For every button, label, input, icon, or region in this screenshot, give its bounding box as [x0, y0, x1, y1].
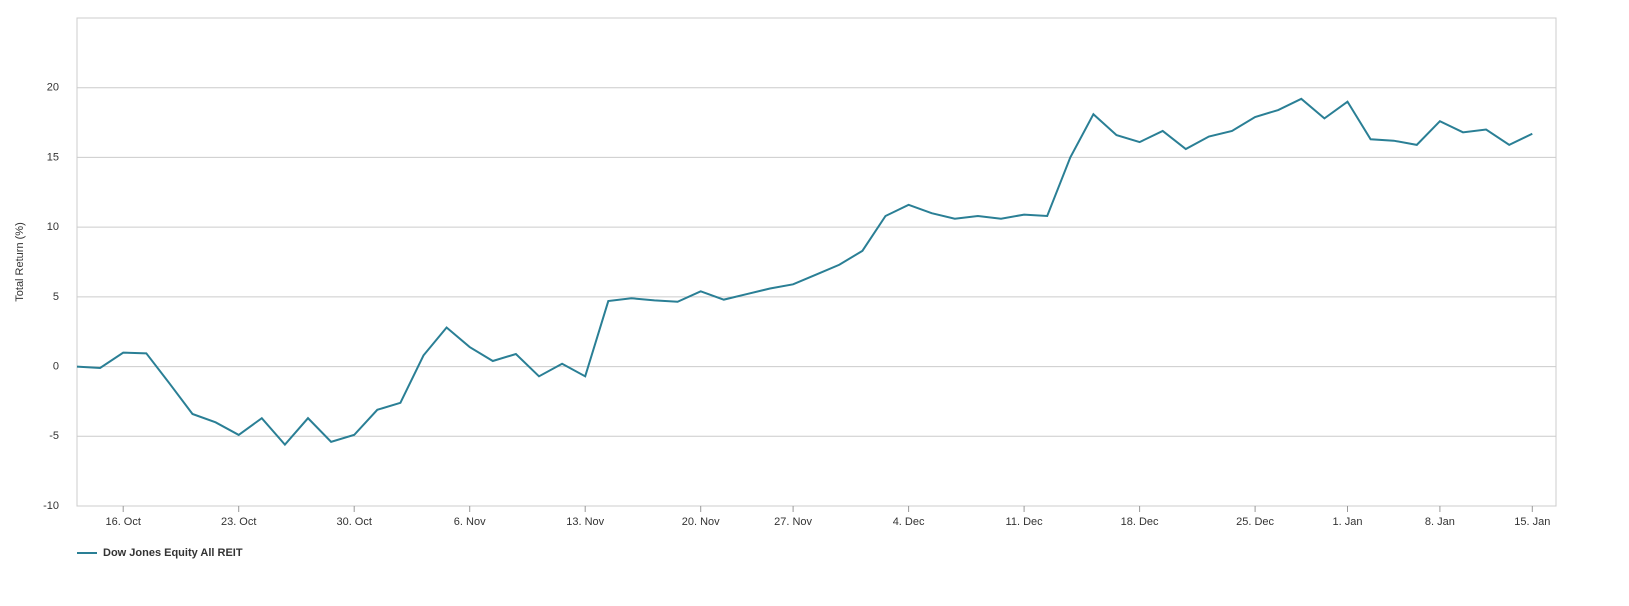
y-tick-label: 0	[53, 360, 59, 372]
x-tick-label: 11. Dec	[1006, 516, 1044, 528]
y-tick-label: 15	[47, 151, 59, 163]
x-tick-label: 27. Nov	[774, 516, 812, 528]
y-tick-label: 5	[53, 291, 59, 303]
y-tick-label: -5	[49, 430, 59, 442]
legend-label: Dow Jones Equity All REIT	[103, 547, 243, 559]
x-tick-label: 13. Nov	[566, 516, 604, 528]
y-tick-label: 10	[47, 221, 59, 233]
y-tick-label: -10	[43, 500, 59, 512]
x-tick-label: 15. Jan	[1514, 516, 1550, 528]
plot-frame	[76, 17, 1557, 507]
x-tick-label: 16. Oct	[105, 516, 140, 528]
x-tick-label: 30. Oct	[336, 516, 371, 528]
x-tick-label: 1. Jan	[1333, 516, 1363, 528]
line-series	[76, 97, 1533, 447]
x-tick-label: 4. Dec	[893, 516, 925, 528]
x-tick-label: 25. Dec	[1236, 516, 1274, 528]
x-tick-label: 20. Nov	[682, 516, 720, 528]
y-tick-label: 20	[47, 82, 59, 94]
x-tick-label: 23. Oct	[221, 516, 256, 528]
y-axis-label: Total Return (%)	[14, 222, 26, 301]
x-tick-label: 8. Jan	[1425, 516, 1455, 528]
x-tick-label: 6. Nov	[454, 516, 486, 528]
x-tick-label: 18. Dec	[1121, 516, 1159, 528]
